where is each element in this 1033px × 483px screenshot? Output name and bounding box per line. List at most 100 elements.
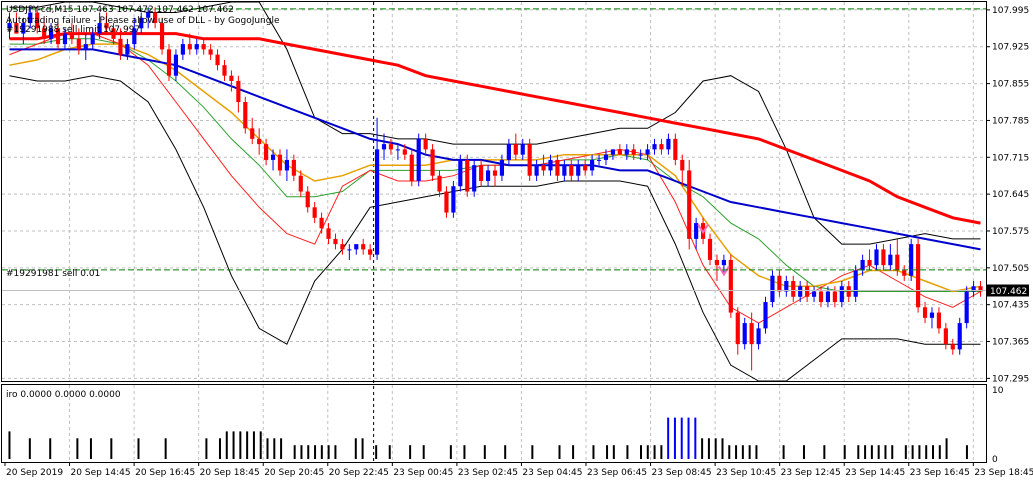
candle-bear [201, 44, 206, 50]
candle-bull [506, 144, 511, 160]
candle-bear [707, 238, 713, 260]
candle-bull [284, 159, 289, 171]
time-axis: 20 Sep 2019 20 Sep 14:45 20 Sep 16:45 20 Se… [4, 462, 1033, 478]
candle-bull [929, 312, 935, 318]
candle-bull [798, 286, 803, 297]
price-tick-label: 107.435 [992, 301, 1029, 311]
candle-bear [527, 144, 532, 176]
candle-bull [62, 33, 68, 45]
candle-bear [583, 165, 588, 171]
candle-bear [818, 291, 824, 303]
candle-bull [472, 165, 477, 192]
time-tick-label: 23 Sep 14:45 [845, 468, 905, 478]
price-tick-label: 107.295 [992, 374, 1029, 384]
candle-bull [180, 44, 185, 55]
candle-bull [763, 302, 768, 329]
candle-bull [354, 244, 359, 250]
candle-bear [402, 149, 407, 155]
candle-bear [236, 80, 241, 103]
candle-bear [14, 23, 19, 34]
candle-bull [770, 275, 775, 303]
candle-bull [666, 138, 671, 150]
candle-bear [368, 249, 373, 255]
candle-bear [444, 191, 449, 213]
candle-bear [118, 38, 123, 55]
candle-bear [895, 254, 900, 271]
candle-bull [458, 159, 463, 187]
candle-bear [361, 244, 366, 250]
candle-bear [208, 49, 213, 55]
candle-bull [784, 280, 789, 292]
candle-bull [694, 223, 699, 239]
candle-bull [957, 323, 962, 350]
candle-bear [492, 170, 498, 176]
candle-bear [950, 344, 955, 350]
candles [7, 7, 983, 371]
time-tick-label: 20 Sep 14:45 [71, 468, 131, 478]
time-tick-label: 23 Sep 12:45 [781, 468, 841, 478]
candle-bear [159, 23, 165, 50]
candle-bull [381, 144, 387, 150]
candle-bull [139, 17, 144, 29]
candle-bear [229, 75, 234, 81]
candle-bear [257, 138, 262, 145]
candle-bull [742, 323, 747, 345]
candle-bull [416, 138, 421, 181]
candle-bear [479, 165, 484, 181]
candle-bear [104, 23, 109, 29]
candle-bull [825, 291, 831, 303]
candle-bear [291, 159, 296, 176]
time-tick-label: 20 Sep 18:45 [200, 468, 260, 478]
candle-bull [270, 154, 276, 160]
candle-bear [735, 312, 740, 345]
candle-bear [264, 144, 269, 160]
time-tick-label: 23 Sep 06:45 [587, 468, 647, 478]
candle-bull [132, 28, 137, 45]
candle-bear [749, 323, 754, 345]
candle-bull [7, 23, 12, 29]
time-tick-label: 23 Sep 04:45 [522, 468, 582, 478]
candle-bear [659, 144, 664, 150]
order-lines [2, 8, 986, 291]
signal-arrows [697, 223, 730, 277]
candle-bear [222, 65, 227, 76]
time-tick-label: 23 Sep 16:45 [910, 468, 970, 478]
candle-bull [28, 12, 33, 24]
candle-bear [326, 228, 331, 239]
candle-bear [555, 159, 560, 176]
candle-bear [437, 175, 442, 192]
candle-bear [465, 159, 470, 192]
candle-bear [423, 138, 428, 150]
candle-bull [21, 23, 26, 34]
candle-bear [791, 280, 796, 297]
main-chart-frame [1, 1, 987, 382]
candle-bull [596, 159, 602, 161]
candle-bull [590, 159, 595, 171]
candle-bull [83, 44, 88, 50]
candle-bull [610, 149, 615, 155]
candle-bear [680, 159, 685, 171]
candle-bear [35, 12, 40, 29]
candle-bear [805, 286, 810, 297]
candle-bear [243, 102, 248, 129]
symbol-header: USDJPY-cd,M15 107.463 107.472 107.462 10… [6, 5, 234, 15]
candle-bull [97, 23, 102, 34]
candle-bull [853, 270, 858, 297]
time-tick-label: 23 Sep 00:45 [393, 468, 453, 478]
candle-bear [215, 54, 220, 66]
candle-bull [624, 149, 629, 155]
candle-bull [395, 149, 400, 151]
candle-bear [943, 328, 948, 345]
time-tick-label: 20 Sep 2019 [6, 468, 63, 478]
indicator-tick-label: 10 [992, 386, 1004, 396]
candle-bear [846, 286, 851, 297]
candle-bear [936, 312, 941, 329]
bollinger-lower [9, 75, 981, 382]
candle-bull [638, 154, 643, 156]
candle-bull [909, 244, 914, 276]
candle-bear [250, 128, 255, 139]
candle-bear [42, 28, 47, 39]
order-label-sell: #19291981 sell 0.01 [6, 269, 100, 279]
candle-bull [173, 54, 179, 76]
price-tick-label: 107.925 [992, 43, 1029, 53]
